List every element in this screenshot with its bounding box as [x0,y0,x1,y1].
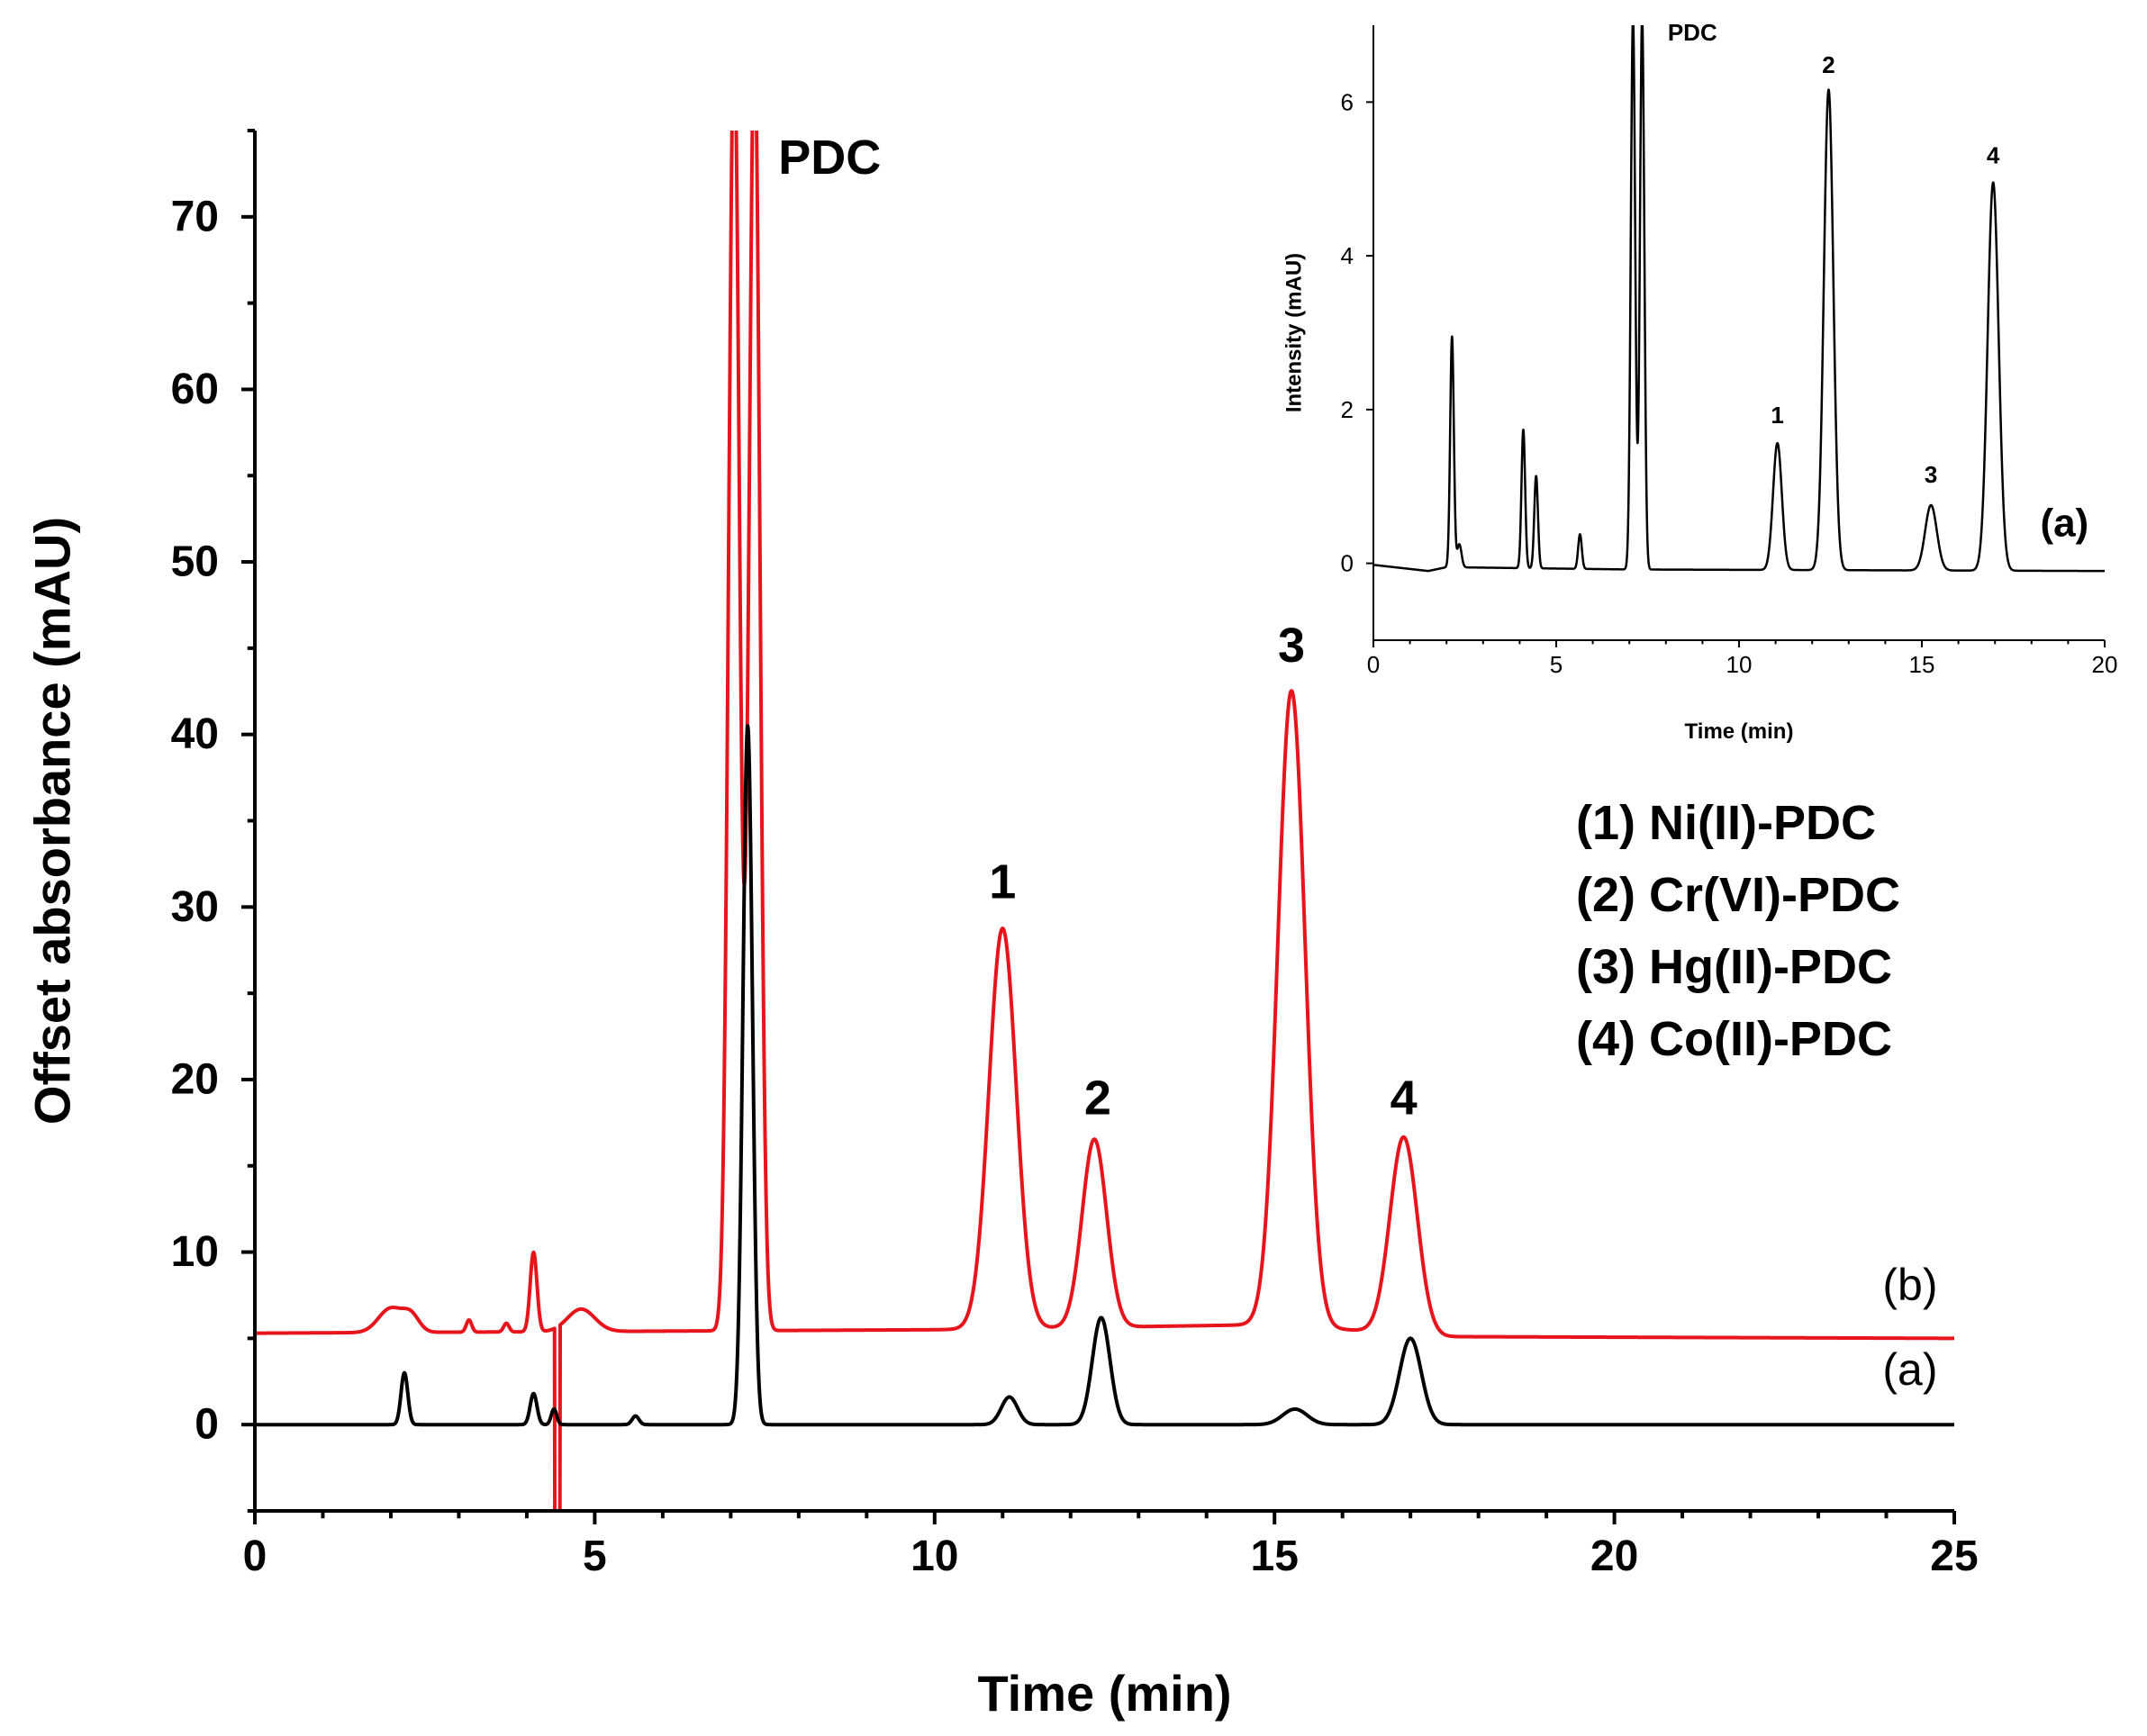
peak-label: 1 [1771,402,1783,429]
series-line-b [255,131,1954,1511]
x-tick-label: 0 [1367,651,1380,678]
trace-label: (a) [1882,1344,1937,1395]
x-axis-title: Time (min) [1685,719,1794,744]
x-tick-label: 25 [1930,1533,1978,1580]
y-tick-label: 30 [171,883,219,931]
peak-label: 3 [1278,619,1305,673]
inset-plot: 0 5 10 15 20 0 2 4 6 Time (min) Intensity (mAU) PDC… [1282,19,2118,744]
peak-label: 2 [1822,51,1834,78]
pdc-label: PDC [778,131,881,185]
legend-entry-1: (1) Ni(II)-PDC [1576,796,1876,850]
x-tick-label: 10 [1726,651,1753,678]
y-axis-title: Intensity (mAU) [1282,253,1307,412]
y-tick-label: 2 [1341,396,1354,423]
y-tick-label: 4 [1341,242,1354,269]
x-tick-label: 0 [243,1533,267,1580]
y-tick-label: 70 [171,193,219,240]
legend-entry-2: (2) Cr(VI)-PDC [1576,868,1900,922]
x-tick-label: 5 [1550,651,1563,678]
peak-label: 4 [1391,1071,1418,1125]
x-tick-label: 15 [1251,1533,1299,1580]
peak-label: 1 [989,855,1016,909]
series-line-a [1373,25,2105,573]
peak-label: 3 [1925,461,1937,488]
legend-entry-4: (4) Co(II)-PDC [1576,1012,1892,1066]
y-tick-label: 0 [195,1401,219,1449]
y-tick-label: 10 [171,1228,219,1276]
x-tick-label: 20 [1590,1533,1638,1580]
trace-label: (b) [1882,1260,1937,1310]
x-tick-label: 15 [1909,651,1935,678]
y-tick-label: 20 [171,1055,219,1103]
trace-label: (a) [2040,502,2088,546]
y-tick-label: 0 [1341,550,1354,577]
y-tick-label: 50 [171,538,219,586]
legend-entry-3: (3) Hg(II)-PDC [1576,940,1892,994]
peak-label: 4 [1987,142,2000,169]
y-axis-title: Offset absorbance (mAU) [24,517,81,1125]
y-tick-label: 6 [1341,88,1354,115]
x-tick-label: 10 [910,1533,958,1580]
x-axis-title: Time (min) [977,1665,1231,1722]
pdc-label: PDC [1668,19,1717,46]
x-tick-label: 5 [583,1533,607,1580]
legend: (1) Ni(II)-PDC (2) Cr(VI)-PDC (3) Hg(II)… [1576,796,1900,1066]
x-tick-label: 20 [2092,651,2118,678]
peak-label: 2 [1084,1071,1111,1125]
y-tick-label: 60 [171,366,219,413]
y-tick-label: 40 [171,710,219,758]
series-line-a [255,724,1954,1427]
